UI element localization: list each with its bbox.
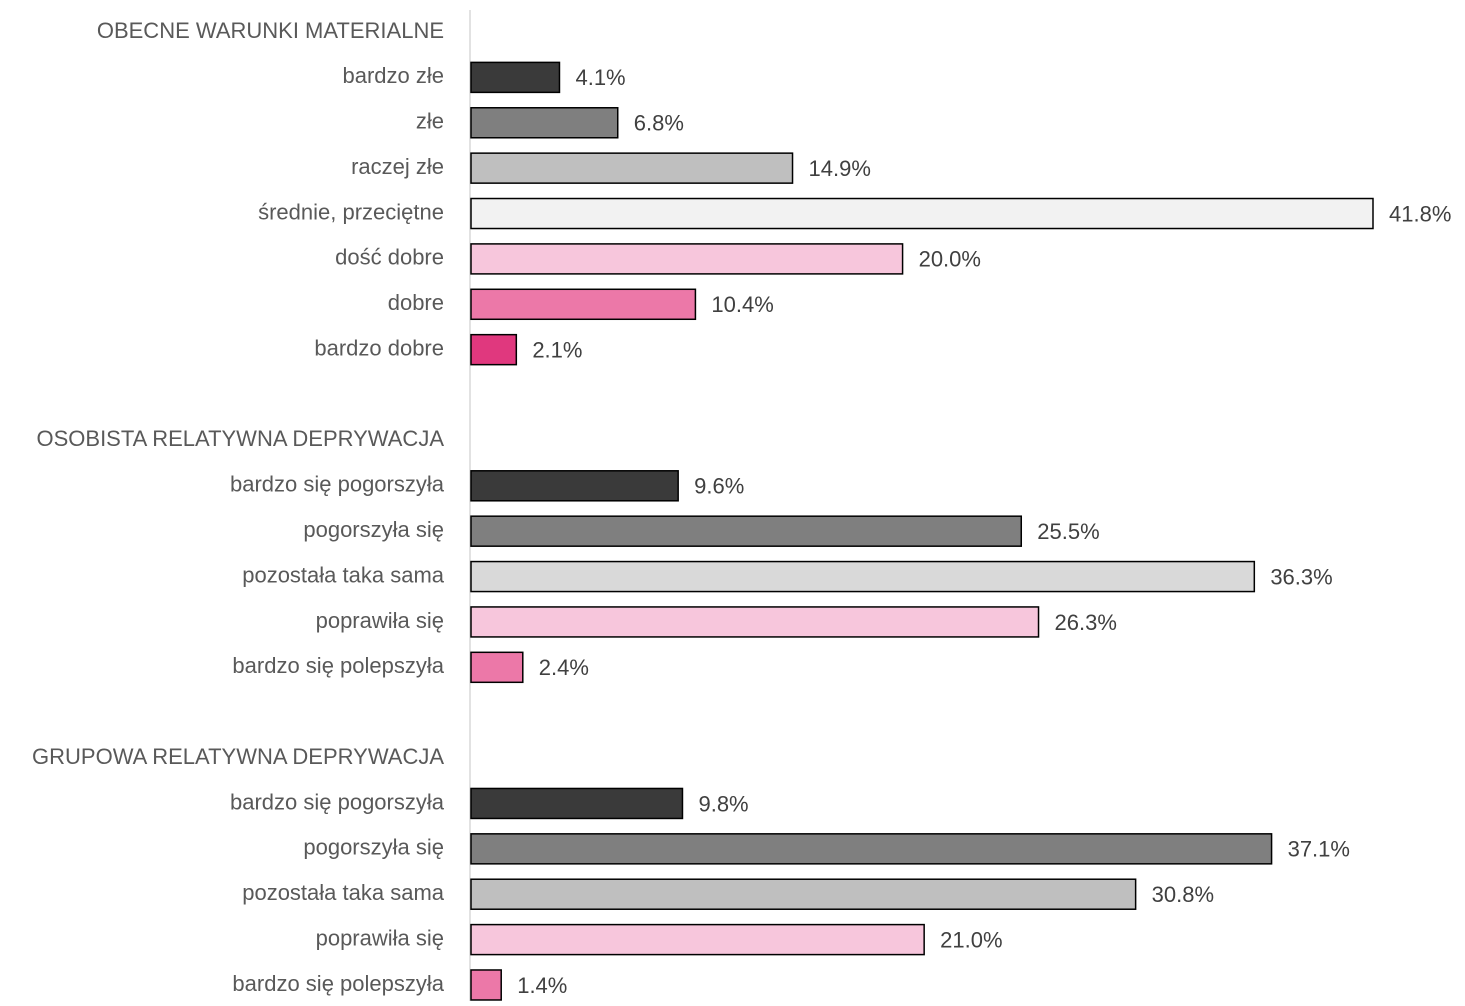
category-label: średnie, przeciętne xyxy=(258,199,444,224)
category-label: pozostała taka sama xyxy=(242,880,445,905)
value-label: 20.0% xyxy=(919,247,981,272)
bar xyxy=(470,651,524,684)
bar xyxy=(470,470,679,502)
value-label: 10.4% xyxy=(711,292,773,317)
category-label: poprawiła się xyxy=(316,925,444,950)
value-label: 37.1% xyxy=(1288,837,1350,862)
category-label: bardzo się pogorszyła xyxy=(230,789,445,814)
value-label: 9.6% xyxy=(694,474,744,499)
value-label: 2.4% xyxy=(539,655,589,680)
category-label: bardzo się pogorszyła xyxy=(230,472,445,497)
bar xyxy=(470,515,1023,547)
bar xyxy=(470,560,1256,593)
category-label: pogorszyła się xyxy=(303,835,444,860)
value-label: 14.9% xyxy=(809,156,871,181)
category-label: bardzo złe xyxy=(342,63,444,88)
group-header: GRUPOWA RELATYWNA DEPRYWACJA xyxy=(32,744,444,769)
bar xyxy=(470,606,1040,638)
value-label: 25.5% xyxy=(1037,519,1099,544)
category-label: bardzo się polepszyła xyxy=(232,653,444,678)
bar xyxy=(470,243,904,275)
bar xyxy=(470,969,502,1001)
value-label: 9.8% xyxy=(698,791,748,816)
group-header: OSOBISTA RELATYWNA DEPRYWACJA xyxy=(37,426,445,451)
bar xyxy=(470,197,1374,230)
value-label: 30.8% xyxy=(1152,882,1214,907)
group-header: OBECNE WARUNKI MATERIALNE xyxy=(97,18,444,43)
bar xyxy=(470,833,1273,865)
bar xyxy=(470,152,794,184)
value-label: 4.1% xyxy=(575,65,625,90)
value-label: 21.0% xyxy=(940,927,1002,952)
category-label: pogorszyła się xyxy=(303,517,444,542)
category-label: pozostała taka sama xyxy=(242,562,445,587)
value-label: 36.3% xyxy=(1270,564,1332,589)
category-label: dość dobre xyxy=(335,245,444,270)
bar xyxy=(470,288,697,321)
bar xyxy=(470,61,561,94)
category-label: bardzo się polepszyła xyxy=(232,971,444,996)
value-label: 26.3% xyxy=(1055,610,1117,635)
category-label: dobre xyxy=(388,290,444,315)
value-label: 41.8% xyxy=(1389,201,1451,226)
bar xyxy=(470,923,925,956)
category-label: poprawiła się xyxy=(316,608,444,633)
bar xyxy=(470,107,619,139)
bar xyxy=(470,878,1137,910)
value-label: 2.1% xyxy=(532,337,582,362)
bar xyxy=(470,333,518,366)
value-label: 1.4% xyxy=(517,973,567,998)
bar xyxy=(470,787,684,820)
value-label: 6.8% xyxy=(634,111,684,136)
category-label: złe xyxy=(416,109,444,134)
category-label: bardzo dobre xyxy=(314,335,444,360)
category-label: raczej złe xyxy=(351,154,444,179)
